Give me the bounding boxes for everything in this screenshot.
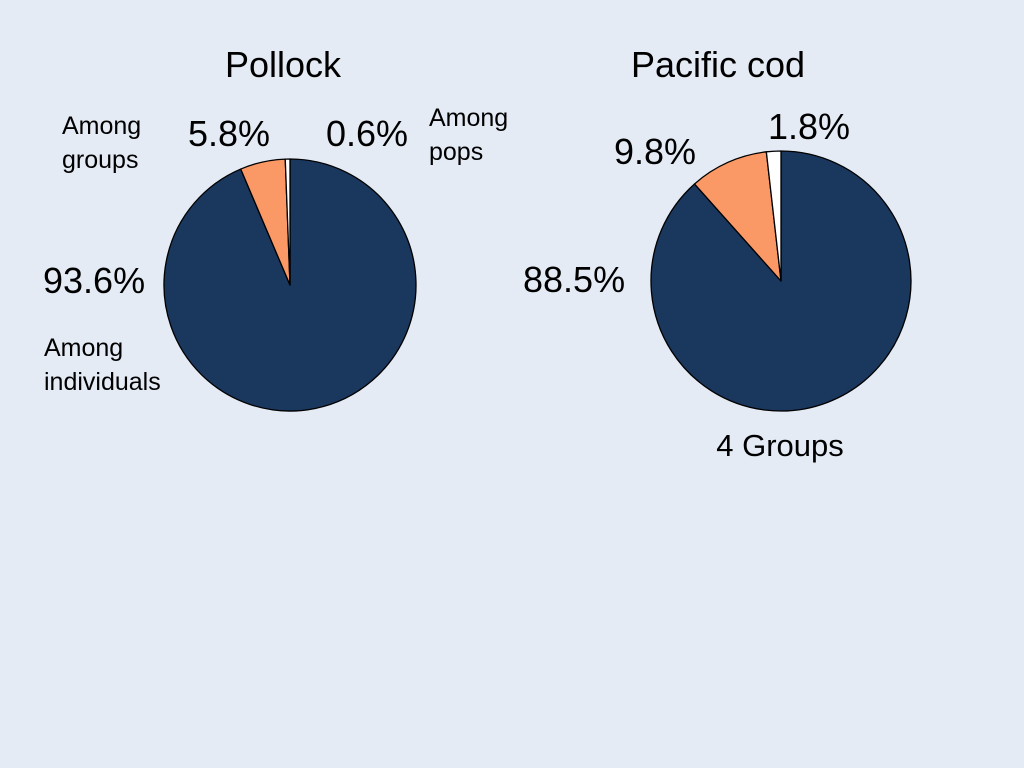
pacific-cod-among-pops-pct-label: 1.8% — [768, 106, 850, 147]
pacific-cod-slice-among-groups — [693, 151, 782, 282]
pollock-among-individuals-label-line1: Among — [44, 334, 123, 362]
pollock-among-groups-label-line2: groups — [62, 146, 138, 174]
pacific-cod-groups-note: 4 Groups — [716, 428, 844, 463]
pollock-among-pops-pct-label: 0.6% — [326, 113, 408, 154]
pollock-among-groups-label-line1: Among — [62, 112, 141, 140]
pollock-title: Pollock — [225, 44, 342, 85]
pacific-cod-slices — [650, 150, 912, 412]
pollock-slices — [163, 158, 417, 412]
pollock-among-groups-pct-label: 5.8% — [188, 113, 270, 154]
pollock-pie-chart: Pollock 5.8% 0.6% 93.6% Among groups Amo… — [43, 44, 508, 412]
pollock-among-individuals-label-line2: individuals — [44, 368, 161, 396]
pollock-among-pops-label-line1: Among — [429, 104, 508, 132]
pollock-among-individuals-pct-label: 93.6% — [43, 260, 145, 301]
pacific-cod-among-individuals-pct-label: 88.5% — [523, 259, 625, 300]
pacific-cod-slice-among-pops — [765, 150, 782, 282]
pollock-slice-among-pops — [284, 158, 291, 286]
pacific-cod-title: Pacific cod — [631, 44, 805, 85]
pacific-cod-among-groups-pct-label: 9.8% — [614, 131, 696, 172]
pacific-cod-pie-chart: Pacific cod 1.8% 9.8% 88.5% 4 Groups — [523, 44, 912, 463]
pollock-among-pops-label-line2: pops — [429, 138, 483, 166]
